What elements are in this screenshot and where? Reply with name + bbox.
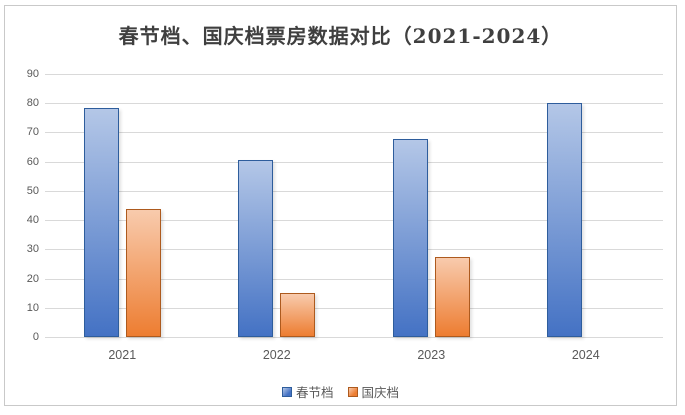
y-tick-label: 20 bbox=[26, 273, 39, 285]
y-tick-label: 80 bbox=[26, 97, 39, 109]
y-tick-label: 70 bbox=[26, 126, 39, 138]
bar-2022-series-0 bbox=[238, 160, 274, 337]
legend-item-spring-festival: 春节档 bbox=[281, 382, 334, 401]
legend-label-spring-festival: 春节档 bbox=[295, 386, 334, 400]
gridline bbox=[45, 74, 663, 75]
legend-label-national-day: 国庆档 bbox=[361, 386, 400, 400]
gridline bbox=[45, 220, 663, 221]
gridline bbox=[45, 308, 663, 309]
y-tick-label: 90 bbox=[26, 68, 39, 80]
x-tick-label: 2024 bbox=[571, 348, 600, 362]
gridline bbox=[45, 337, 663, 338]
bar-2024-series-0 bbox=[547, 102, 583, 337]
x-tick-label: 2021 bbox=[108, 348, 137, 362]
y-tick-label: 0 bbox=[32, 331, 39, 343]
y-tick-label: 40 bbox=[26, 214, 39, 226]
chart-frame: 春节档、国庆档票房数据对比（2021-2024） 春节档 国庆档 0 10 20 30… bbox=[4, 5, 677, 406]
x-tick-label: 2022 bbox=[262, 348, 291, 362]
bar-2023-series-0 bbox=[392, 139, 428, 337]
gridline bbox=[45, 132, 663, 133]
gridline bbox=[45, 279, 663, 280]
legend: 春节档 国庆档 bbox=[5, 382, 676, 401]
y-tick-label: 50 bbox=[26, 185, 39, 197]
bar-2021-series-1 bbox=[125, 208, 161, 337]
chart-title: 春节档、国庆档票房数据对比（2021-2024） bbox=[118, 24, 563, 48]
bar-2023-series-1 bbox=[434, 257, 470, 337]
legend-swatch-national-day bbox=[347, 386, 358, 397]
y-tick-label: 10 bbox=[26, 302, 39, 314]
gridline bbox=[45, 249, 663, 250]
gridline bbox=[45, 103, 663, 104]
legend-swatch-spring-festival bbox=[281, 386, 292, 397]
legend-item-national-day: 国庆档 bbox=[347, 382, 400, 401]
bar-2021-series-0 bbox=[83, 107, 119, 337]
gridline bbox=[45, 162, 663, 163]
x-tick-label: 2023 bbox=[417, 348, 446, 362]
plot-area bbox=[45, 74, 663, 338]
y-tick-label: 30 bbox=[26, 243, 39, 255]
bar-2022-series-1 bbox=[280, 293, 316, 337]
gridline bbox=[45, 191, 663, 192]
y-tick-label: 60 bbox=[26, 156, 39, 168]
